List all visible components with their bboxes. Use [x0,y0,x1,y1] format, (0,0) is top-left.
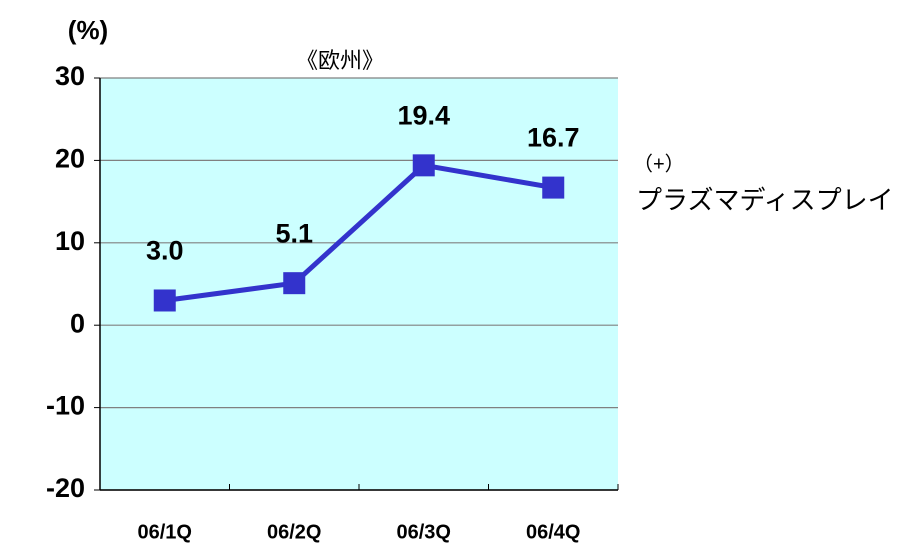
y-tick-label: 20 [55,144,85,174]
y-tick-label: 30 [55,61,85,91]
marker [153,289,176,312]
data-label: 19.4 [397,100,450,130]
chart-title: 《欧州》 [296,48,384,73]
x-tick-label: 06/4Q [526,521,580,543]
marker [283,272,306,295]
annotation: （+） [633,152,685,175]
x-tick-label: 06/1Q [138,521,192,543]
y-tick-label: -20 [46,473,85,503]
y-axis-label: (%) [68,15,108,45]
x-tick-label: 06/2Q [267,521,321,543]
line [164,162,554,303]
data-label: 16.7 [527,123,580,153]
marker [542,176,565,199]
y-tick-label: 10 [55,226,85,256]
y-tick-label: 0 [70,308,85,338]
plot-area [100,78,618,490]
data-label: 3.0 [146,236,184,266]
annotation: プラズマディスプレイ [636,185,894,215]
data-label: 5.1 [275,218,313,248]
marker [412,154,435,177]
x-tick-label: 06/3Q [397,521,451,543]
y-tick-label: -10 [46,391,85,421]
